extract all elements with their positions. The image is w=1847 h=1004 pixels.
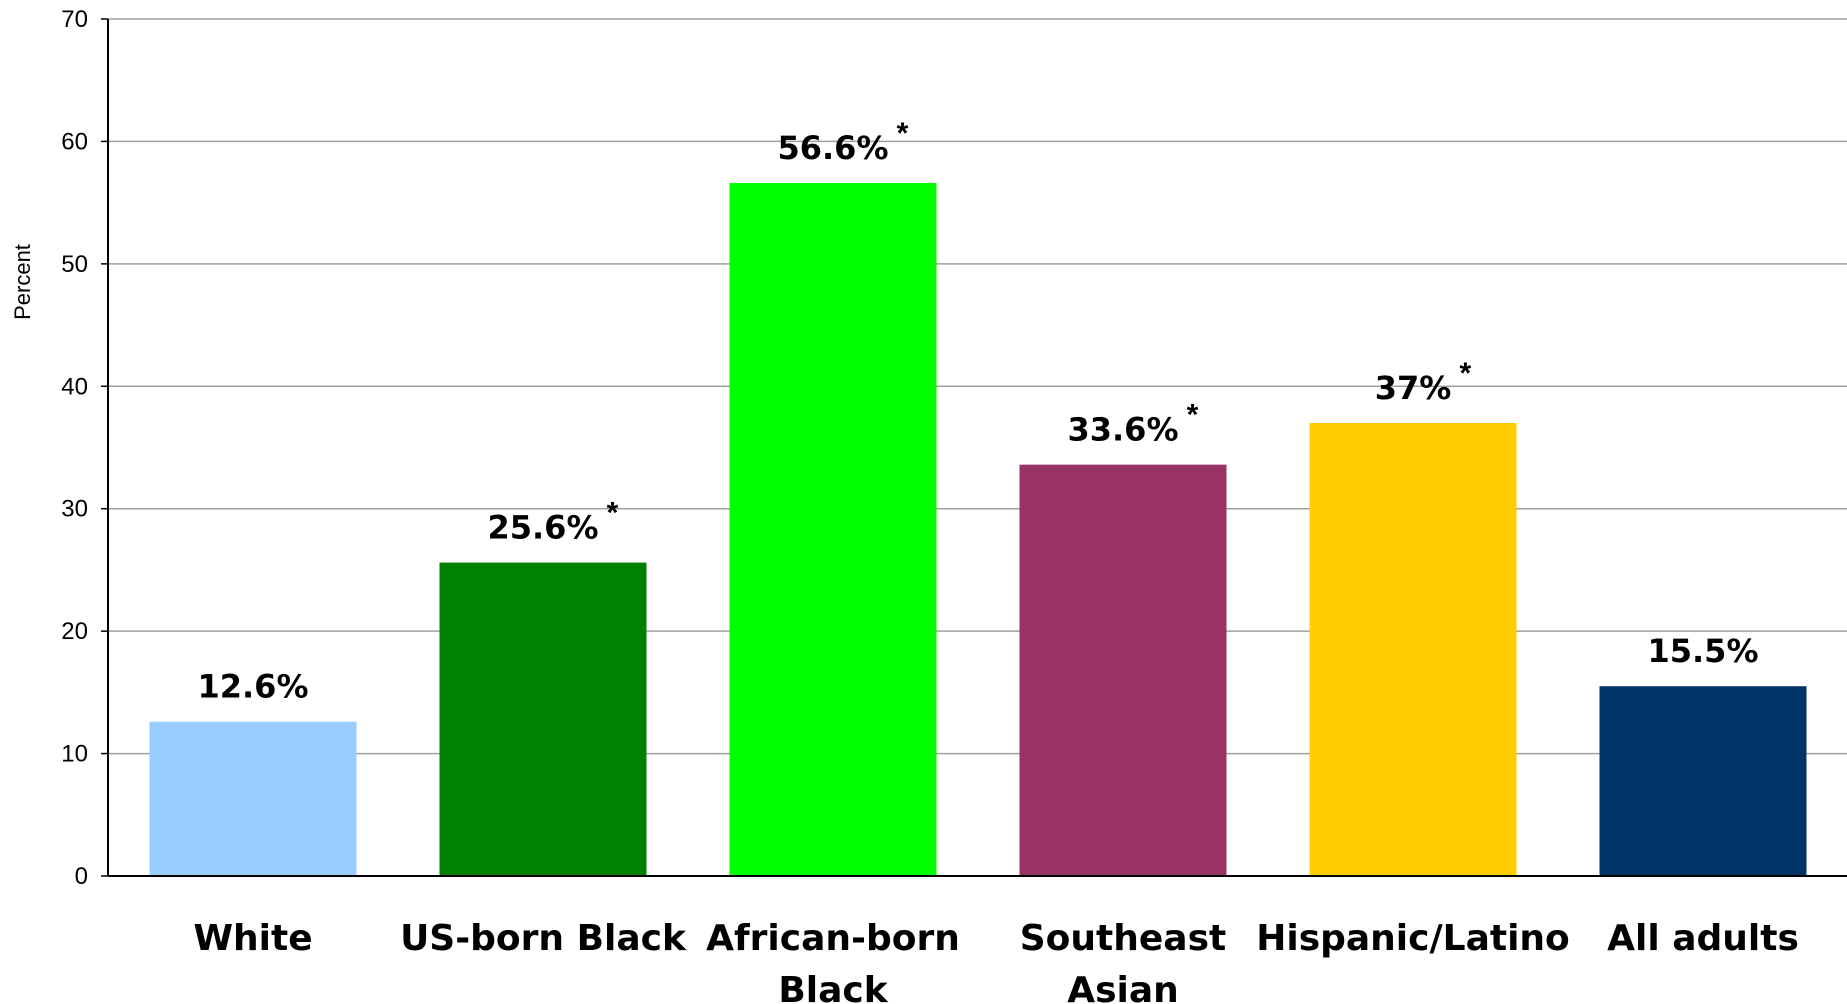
y-tick-label: 10	[61, 741, 88, 768]
data-label: 12.6%	[197, 668, 308, 706]
x-tick-label: US-born Black	[400, 918, 687, 959]
gridlines	[108, 18, 1847, 755]
x-tick-label: Southeast	[1020, 918, 1226, 959]
significance-mark: *	[897, 117, 909, 150]
y-tick-label: 50	[61, 251, 88, 278]
x-tick-label: All adults	[1607, 918, 1799, 959]
y-tick-label: 30	[61, 496, 88, 523]
significance-mark: *	[1459, 357, 1471, 390]
data-label: 15.5%	[1647, 632, 1758, 670]
bar	[1309, 423, 1517, 876]
bar	[1599, 686, 1807, 876]
y-tick-label: 20	[61, 618, 88, 645]
y-tick-label: 60	[61, 128, 88, 155]
bar	[729, 183, 937, 876]
bar	[439, 562, 647, 876]
bars	[149, 183, 1807, 876]
data-label: 37%	[1375, 369, 1452, 407]
y-tick-label: 40	[61, 373, 88, 400]
y-tick-label: 70	[61, 6, 88, 33]
significance-mark: *	[1187, 399, 1199, 432]
significance-mark: *	[607, 497, 619, 530]
data-label: 25.6%	[487, 509, 598, 547]
y-tick-label: 0	[75, 863, 88, 890]
x-tick-label: Black	[778, 970, 888, 1004]
labels: 0 10 20 30 40 50 60 70 12.6% White 25.6% * US-born B…	[61, 6, 1799, 1004]
bar	[149, 721, 357, 876]
y-axis-title: Percent	[10, 244, 35, 320]
axes	[101, 18, 1847, 877]
data-label: 56.6%	[777, 129, 888, 167]
x-tick-label: White	[193, 918, 312, 959]
x-tick-label: Asian	[1067, 970, 1179, 1004]
x-tick-label: Hispanic/Latino	[1256, 918, 1570, 959]
x-tick-label: African-born	[706, 918, 960, 959]
bar	[1019, 464, 1227, 876]
data-label: 33.6%	[1067, 411, 1178, 449]
